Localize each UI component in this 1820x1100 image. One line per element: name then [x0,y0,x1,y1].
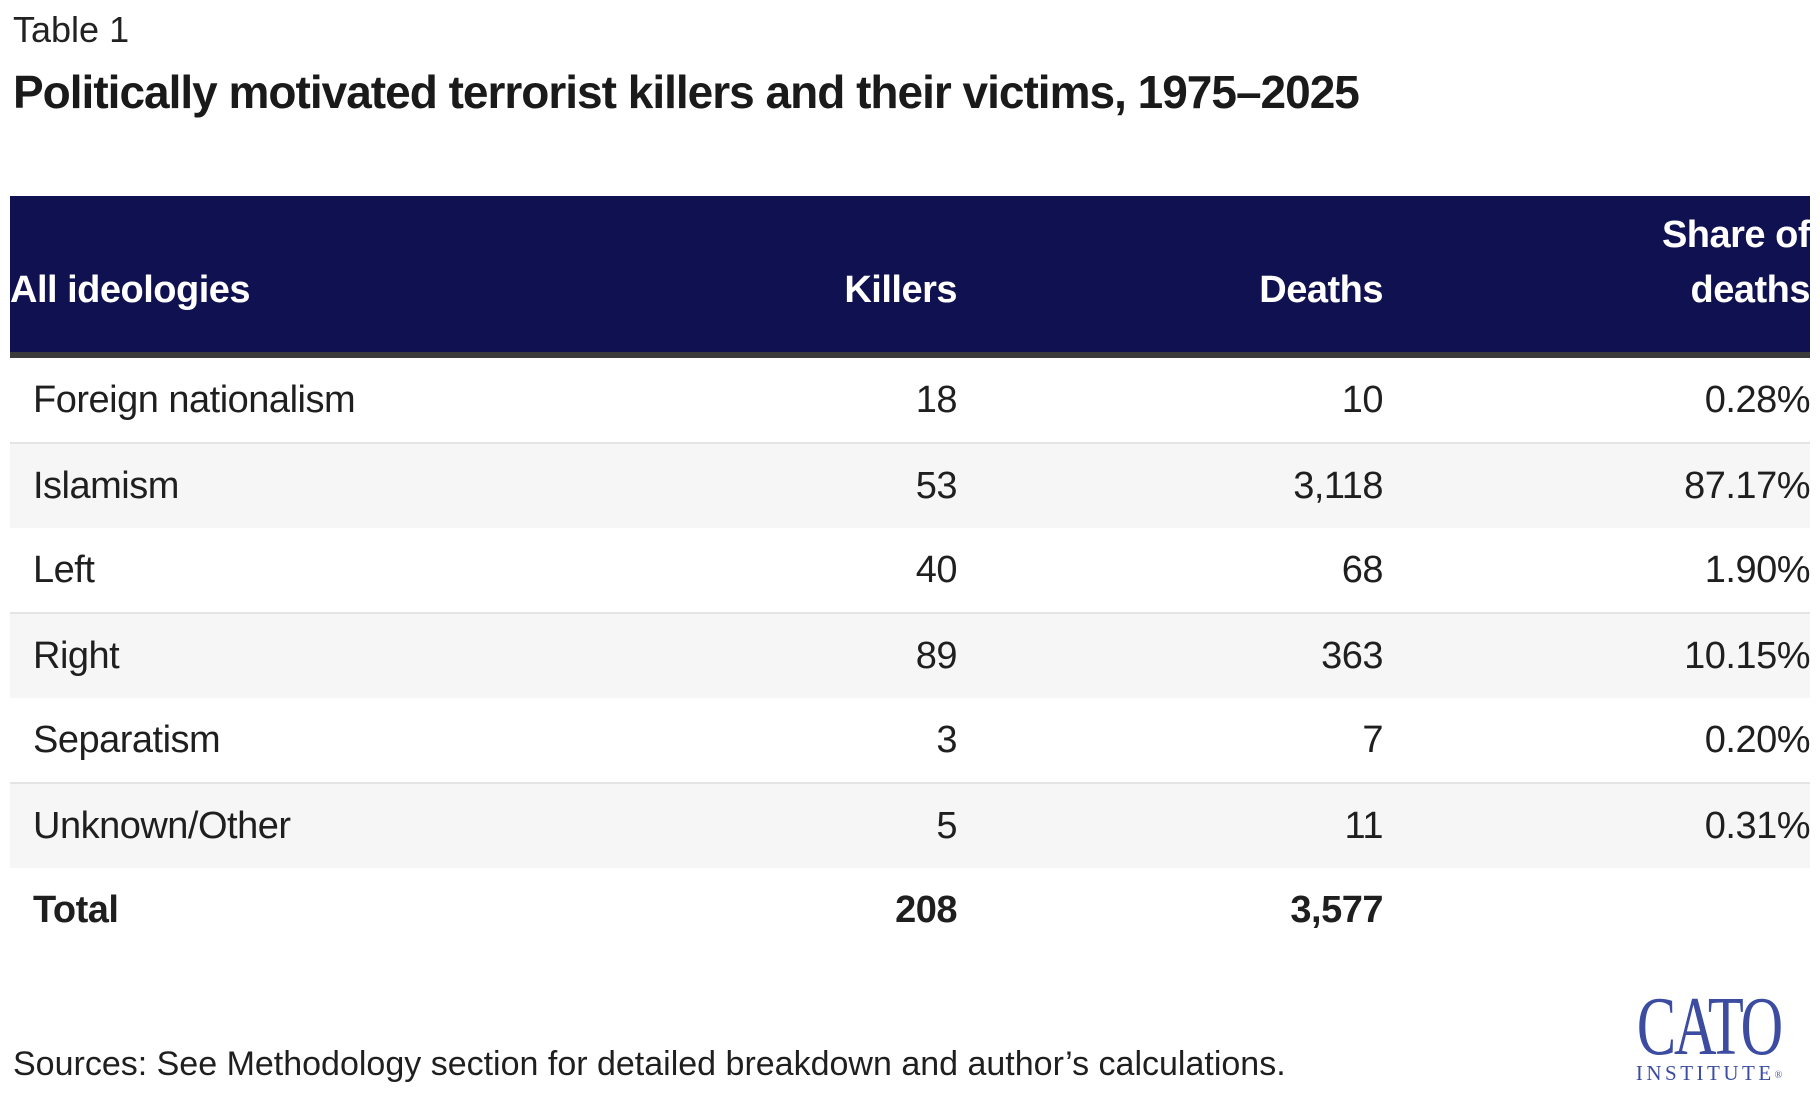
row-deaths-cell: 68 [1341,549,1384,592]
ideology-data-table: All ideologies Killers Deaths Share of d… [10,196,1811,952]
table-row: Separatism 3 7 0.20% [10,698,1811,783]
column-header-deaths: Deaths [957,196,1384,359]
row-killers-cell: 3 [936,719,957,762]
row-share-cell: 1.90% [1704,549,1811,592]
total-label-cell: Total [33,889,119,932]
page-title: Politically motivated terrorist killers … [13,66,1360,118]
table-header-row: All ideologies Killers Deaths Share of d… [10,196,1811,359]
table-row: Right 89 363 10.15% [10,613,1811,699]
row-deaths-cell: 3,118 [1293,465,1383,508]
registered-trademark-icon: ® [1774,1070,1783,1081]
column-header-share-of-deaths-label: Share of deaths [1661,214,1811,312]
total-killers-cell: 208 [895,889,957,932]
row-deaths-cell: 10 [1341,379,1384,422]
source-note: Sources: See Methodology section for det… [13,1045,1286,1083]
cato-logo-institute-line: INSTITUTE® [1606,1062,1812,1087]
row-ideology-cell: Islamism [33,465,179,508]
table-total-row: Total 208 3,577 [10,868,1810,952]
row-ideology-cell: Separatism [33,719,221,762]
table-row: Foreign nationalism 18 10 0.28% [10,355,1811,443]
row-killers-cell: 5 [936,805,957,848]
total-deaths-cell: 3,577 [1290,889,1383,932]
cato-logo-institute-text: INSTITUTE [1635,1061,1775,1085]
total-share-cell [1383,868,1810,952]
row-share-cell: 10.15% [1684,635,1810,678]
row-ideology-cell: Right [33,635,120,678]
table-row: Left 40 68 1.90% [10,528,1811,613]
column-header-share-of-deaths: Share of deaths [1383,196,1811,359]
row-deaths-cell: 11 [1344,805,1384,848]
row-share-cell: 0.31% [1704,805,1811,848]
row-killers-cell: 89 [915,635,958,678]
cato-institute-logo: CATO INSTITUTE® [1606,980,1812,1087]
row-share-cell: 0.20% [1704,719,1811,762]
table-row: Unknown/Other 5 11 0.31% [10,783,1811,869]
row-killers-cell: 18 [915,379,958,422]
row-killers-cell: 53 [915,465,958,508]
table-row: Islamism 53 3,118 87.17% [10,443,1811,529]
row-killers-cell: 40 [915,549,958,592]
table-number-label: Table 1 [13,9,130,50]
cato-logo-wordmark: CATO [1637,980,1783,1073]
table-header: All ideologies Killers Deaths Share of d… [10,196,1811,359]
column-header-ideologies: All ideologies [10,196,530,359]
row-ideology-cell: Left [33,549,95,592]
row-share-cell: 87.17% [1684,465,1810,508]
row-deaths-cell: 7 [1362,719,1383,762]
row-ideology-cell: Unknown/Other [33,805,291,848]
row-share-cell: 0.28% [1704,379,1811,422]
column-header-killers: Killers [530,196,958,359]
row-deaths-cell: 363 [1321,635,1383,678]
row-ideology-cell: Foreign nationalism [33,379,356,422]
